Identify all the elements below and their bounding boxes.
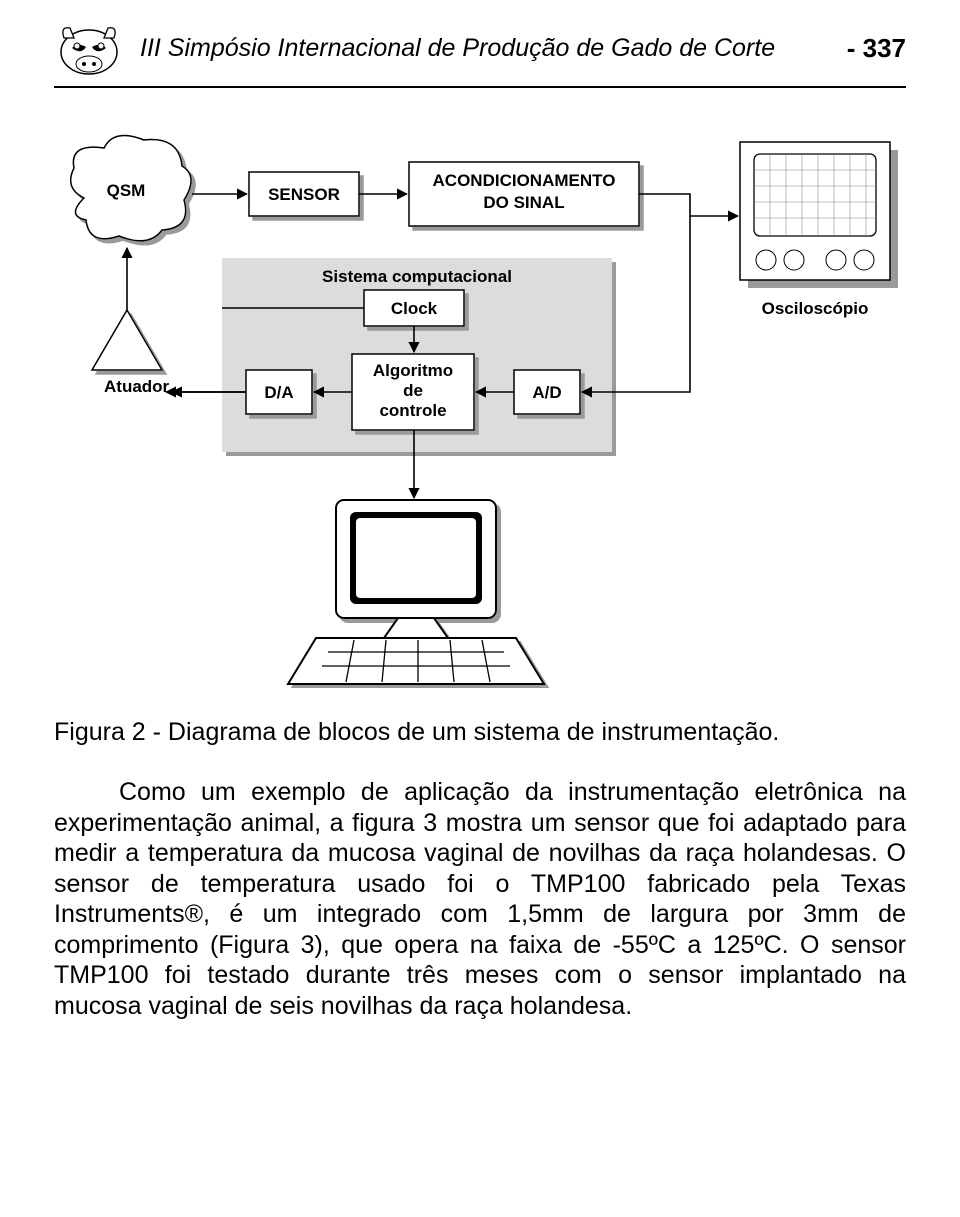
header-title: III Simpósio Internacional de Produção d…	[140, 34, 831, 63]
page-number: - 337	[847, 33, 906, 64]
cow-logo-icon	[54, 18, 124, 78]
algo-label-l1: Algoritmo	[373, 361, 453, 380]
body-paragraph: Como um exemplo de aplicação da instrume…	[54, 777, 906, 1021]
algo-label-l3: controle	[379, 401, 446, 420]
ad-label: A/D	[532, 383, 561, 402]
osc-label: Osciloscópio	[762, 299, 869, 318]
conditioning-label-l2: DO SINAL	[483, 193, 564, 212]
clock-label: Clock	[391, 299, 438, 318]
page: III Simpósio Internacional de Produção d…	[0, 0, 960, 1081]
figure-caption: Figura 2 - Diagrama de blocos de um sist…	[54, 718, 906, 747]
algo-label-l2: de	[403, 381, 423, 400]
da-label: D/A	[264, 383, 293, 402]
page-header: III Simpósio Internacional de Produção d…	[54, 18, 906, 78]
body-text-content: Como um exemplo de aplicação da instrume…	[54, 778, 906, 1020]
qsm-label: QSM	[107, 181, 146, 200]
block-diagram: QSM SENSOR ACONDICIONAMENTO DO SINAL	[54, 128, 906, 688]
system-label: Sistema computacional	[322, 267, 512, 286]
sensor-label: SENSOR	[268, 185, 340, 204]
conditioning-label-l1: ACONDICIONAMENTO	[433, 171, 616, 190]
header-rule	[54, 86, 906, 88]
actuator-label: Atuador	[104, 377, 170, 396]
